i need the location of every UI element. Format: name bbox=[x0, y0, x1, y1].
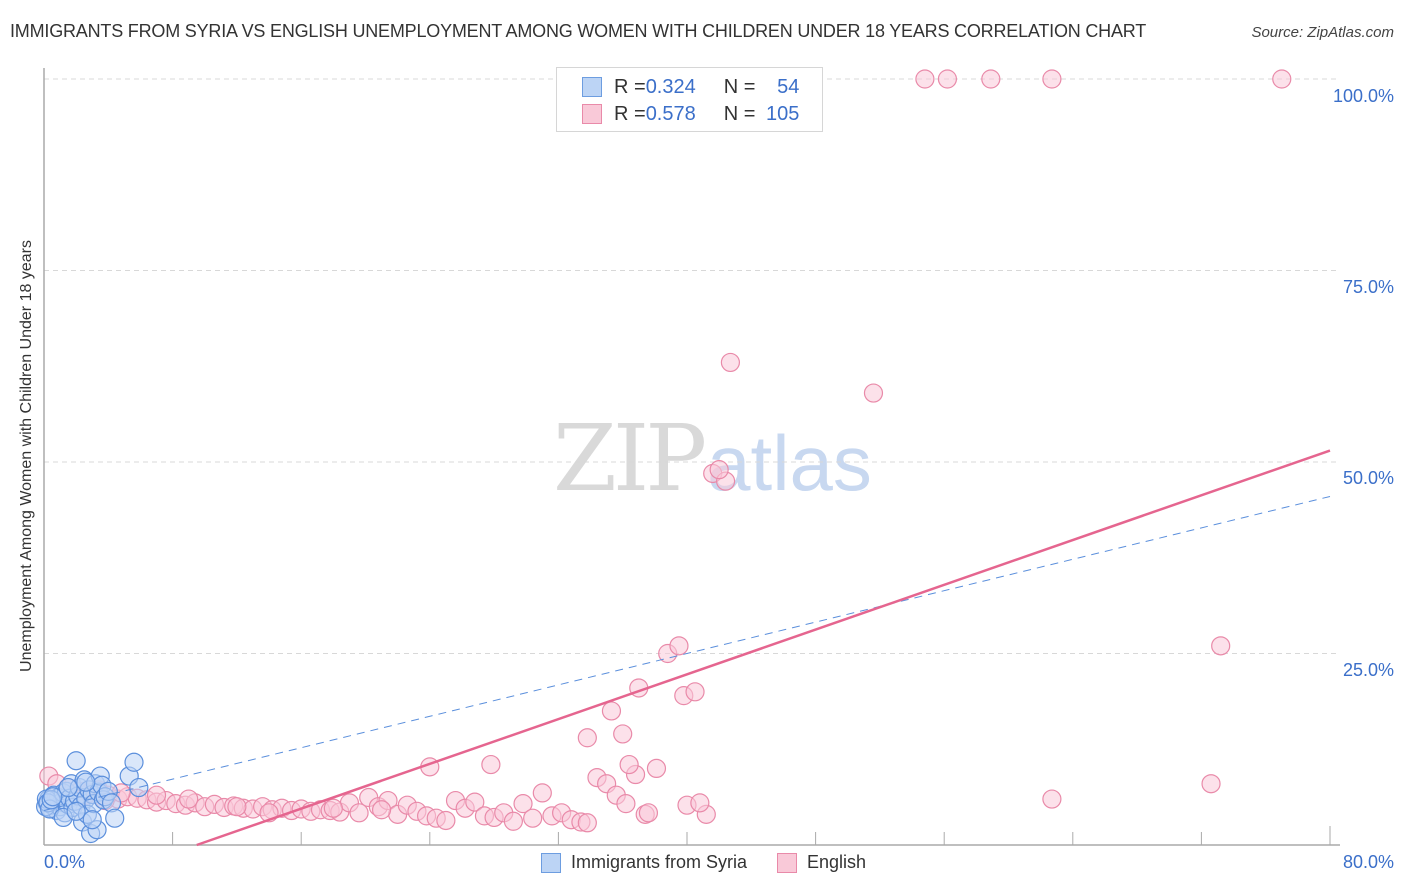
y-tick-25: 25.0% bbox=[1342, 660, 1394, 680]
data-point[interactable] bbox=[523, 808, 543, 828]
gridlines bbox=[44, 78, 1340, 654]
chart-title: IMMIGRANTS FROM SYRIA VS ENGLISH UNEMPLO… bbox=[10, 21, 1147, 41]
data-point[interactable] bbox=[1211, 636, 1231, 656]
watermark: ZIPatlas bbox=[553, 405, 872, 512]
x-tick-max: 80.0% bbox=[1342, 852, 1394, 872]
syria-swatch bbox=[582, 77, 602, 97]
legend-label: Immigrants from Syria bbox=[571, 852, 748, 872]
syria-swatch bbox=[541, 852, 561, 873]
n-value: 54 bbox=[777, 75, 800, 98]
data-point[interactable] bbox=[685, 682, 705, 702]
data-point[interactable] bbox=[601, 701, 622, 721]
data-point[interactable] bbox=[532, 783, 552, 803]
n-label: N = bbox=[723, 75, 756, 98]
y-tick-75: 75.0% bbox=[1342, 277, 1394, 297]
data-point[interactable] bbox=[465, 792, 485, 812]
legend-item-english[interactable]: English bbox=[777, 852, 866, 873]
data-point[interactable] bbox=[577, 728, 597, 748]
y-tick-50: 50.0% bbox=[1342, 468, 1394, 488]
english-trend-line bbox=[196, 449, 1331, 847]
n-label: N = bbox=[723, 102, 756, 125]
data-point[interactable] bbox=[323, 798, 343, 818]
data-point[interactable] bbox=[124, 752, 144, 772]
data-point[interactable] bbox=[613, 724, 633, 744]
legend-label: English bbox=[807, 852, 867, 872]
series-legend: Immigrants from Syria English bbox=[541, 852, 896, 873]
data-point[interactable] bbox=[179, 789, 199, 809]
data-point[interactable] bbox=[669, 636, 689, 656]
data-point[interactable] bbox=[638, 803, 659, 823]
y-tick-100: 100.0% bbox=[1332, 86, 1394, 106]
source-label: Source: ZipAtlas.com bbox=[1251, 24, 1394, 41]
legend-row-syria: R = 0.324 N = 54 bbox=[582, 74, 799, 100]
data-point[interactable] bbox=[863, 383, 884, 403]
legend-row-english: R = 0.578 N = 105 bbox=[582, 101, 799, 127]
x-tick-min: 0.0% bbox=[44, 852, 86, 872]
watermark-atlas: atlas bbox=[707, 419, 872, 507]
data-point[interactable] bbox=[371, 800, 392, 820]
data-point[interactable] bbox=[481, 754, 501, 775]
data-point[interactable] bbox=[58, 777, 78, 798]
data-point[interactable] bbox=[436, 810, 456, 831]
legend-item-syria[interactable]: Immigrants from Syria bbox=[541, 852, 747, 873]
english-points bbox=[39, 69, 1292, 833]
data-point[interactable] bbox=[105, 808, 125, 828]
data-point[interactable] bbox=[646, 758, 667, 779]
data-point[interactable] bbox=[619, 754, 639, 775]
data-point[interactable] bbox=[349, 803, 369, 823]
data-point[interactable] bbox=[227, 797, 247, 817]
data-point[interactable] bbox=[513, 794, 533, 814]
english-swatch bbox=[582, 104, 602, 124]
data-point[interactable] bbox=[1042, 789, 1062, 809]
r-value: 0.578 bbox=[645, 102, 696, 125]
watermark-zip: ZIP bbox=[553, 405, 707, 512]
data-point[interactable] bbox=[43, 787, 63, 807]
data-point[interactable] bbox=[76, 772, 96, 792]
data-point[interactable] bbox=[146, 785, 167, 805]
r-value: 0.324 bbox=[645, 75, 696, 98]
syria-trend-line bbox=[43, 495, 1331, 812]
r-label: R = bbox=[614, 102, 646, 125]
data-point[interactable] bbox=[720, 352, 741, 373]
data-point[interactable] bbox=[66, 751, 86, 771]
n-value: 105 bbox=[766, 102, 800, 125]
data-point[interactable] bbox=[937, 69, 958, 89]
data-point[interactable] bbox=[981, 69, 1001, 89]
r-label: R = bbox=[614, 75, 646, 98]
trend-lines bbox=[43, 449, 1331, 847]
y-axis-label: Unemployment Among Women with Children U… bbox=[18, 240, 35, 672]
data-point[interactable] bbox=[1042, 69, 1062, 89]
correlation-legend: R = 0.324 N = 54 R = 0.578 N = 105 bbox=[556, 67, 823, 132]
data-point[interactable] bbox=[1201, 774, 1221, 794]
data-point[interactable] bbox=[709, 460, 729, 480]
data-point[interactable] bbox=[66, 801, 86, 821]
data-point[interactable] bbox=[503, 811, 523, 831]
data-point[interactable] bbox=[1272, 69, 1292, 89]
data-point[interactable] bbox=[129, 777, 149, 798]
data-point[interactable] bbox=[915, 69, 935, 89]
english-swatch bbox=[777, 852, 798, 873]
data-point[interactable] bbox=[616, 794, 636, 814]
data-point[interactable] bbox=[577, 813, 597, 833]
data-point[interactable] bbox=[82, 810, 102, 830]
axes bbox=[43, 68, 1340, 846]
data-point[interactable] bbox=[690, 793, 710, 813]
